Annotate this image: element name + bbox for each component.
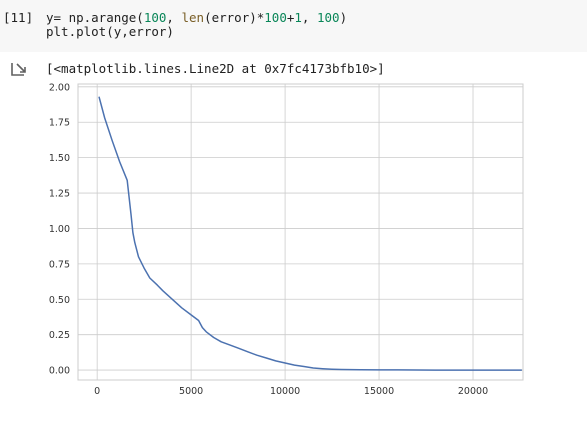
- code-cell[interactable]: [11] y= np.arange(100, len(error)*100+1,…: [0, 0, 587, 52]
- chart: 0.00 0.25 0.50 0.75 1.00 1.25 1.50 1.75 2.00 0 500…: [0, 78, 587, 418]
- line-chart: 0.00 0.25 0.50 0.75 1.00 1.25 1.50 1.75 2.00 0 500…: [49, 82, 524, 397]
- code-number: 100: [264, 10, 287, 25]
- y-tick-label: 1.50: [49, 153, 70, 164]
- x-tick-label: 0: [94, 386, 100, 397]
- x-tick-label: 5000: [179, 386, 203, 397]
- cell-prompt: [11]: [3, 10, 34, 25]
- code-token: ,: [301, 10, 317, 25]
- output-arrow-icon[interactable]: [10, 61, 28, 77]
- y-tick-label: 0.75: [49, 259, 70, 270]
- code-token: y= np.arange(: [46, 10, 144, 25]
- output-text: [<matplotlib.lines.Line2D at 0x7fc4173bf…: [46, 61, 385, 76]
- code-token: ): [339, 10, 348, 25]
- y-tick-label: 1.75: [49, 118, 70, 129]
- x-tick-label: 20000: [458, 386, 488, 397]
- plot-area: [77, 83, 524, 381]
- code-number: 100: [316, 10, 340, 25]
- code-token: (error)*: [204, 10, 265, 25]
- code-line-1[interactable]: y= np.arange(100, len(error)*100+1, 100): [46, 10, 347, 25]
- y-tick-label: 1.00: [49, 224, 70, 235]
- y-tick-label: 1.25: [49, 189, 70, 200]
- code-line-2[interactable]: plt.plot(y,error): [46, 24, 174, 39]
- x-tick-label: 10000: [270, 386, 300, 397]
- y-tick-label: 2.00: [49, 82, 70, 93]
- y-tick-label: 0.00: [49, 366, 70, 377]
- code-token: +: [286, 10, 295, 25]
- code-number: 1: [294, 10, 302, 25]
- series-line: [98, 96, 522, 371]
- code-token: ,: [166, 10, 182, 25]
- x-tick-label: 15000: [364, 386, 394, 397]
- y-tick-label: 0.25: [49, 330, 70, 341]
- y-tick-label: 0.50: [49, 295, 70, 306]
- code-builtin: len: [181, 10, 205, 25]
- code-number: 100: [143, 10, 167, 25]
